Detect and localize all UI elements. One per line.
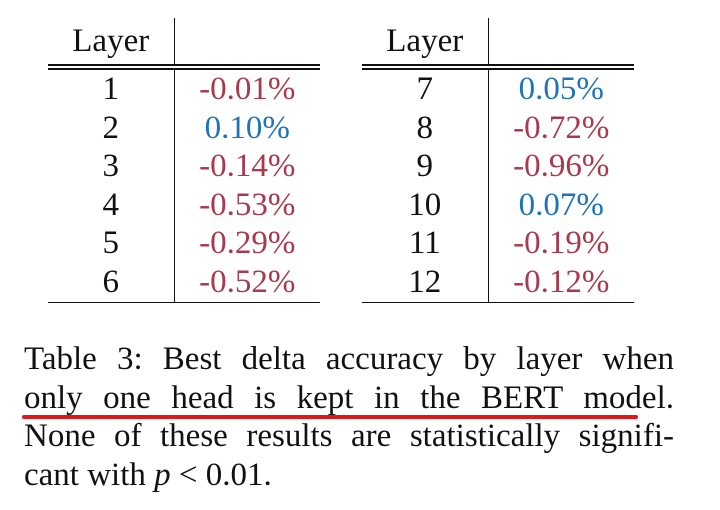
- table-row: 9 -0.96%: [362, 147, 634, 186]
- layer-number: 4: [48, 185, 175, 225]
- table-row: 3 -0.14%: [48, 147, 320, 186]
- layer-number: 2: [48, 108, 175, 148]
- layer-number: 9: [362, 147, 489, 186]
- table-row: 7 0.05%: [362, 64, 634, 109]
- caption-text: cant with: [24, 456, 155, 493]
- delta-accuracy: -0.53%: [199, 186, 296, 223]
- caption-line: cant with p < 0.01.: [24, 456, 674, 495]
- table-row: 6 -0.52%: [48, 262, 320, 303]
- red-underline-annotation: [22, 415, 638, 419]
- layer-number: 11: [362, 224, 489, 263]
- value-column-header: [488, 18, 634, 67]
- layer-column-header: Layer: [362, 18, 489, 67]
- delta-accuracy: -0.96%: [513, 148, 610, 185]
- table-row: 5 -0.29%: [48, 224, 320, 263]
- layer-number: 6: [48, 262, 175, 303]
- significance-threshold: 0.01.: [205, 456, 272, 493]
- table-row: 1 -0.01%: [48, 64, 320, 109]
- less-than-operator: <: [170, 456, 206, 493]
- delta-accuracy: 0.07%: [518, 186, 604, 223]
- layer-number: 7: [362, 64, 489, 109]
- delta-accuracy: -0.14%: [199, 148, 296, 185]
- caption-line: Table 3: Best delta accuracy by layer wh…: [24, 341, 674, 377]
- value-column-header: [174, 18, 320, 67]
- layer-number: 3: [48, 147, 175, 186]
- layer-table-right: Layer 7 0.05% 8 -0.72% 9 -0.96% 10 0.07%…: [362, 18, 634, 303]
- delta-accuracy: 0.10%: [204, 109, 290, 146]
- table-row: 10 0.07%: [362, 185, 634, 225]
- table-header-row: Layer: [362, 18, 634, 67]
- layer-column-header: Layer: [48, 18, 175, 67]
- layer-number: 5: [48, 224, 175, 263]
- layer-number: 12: [362, 262, 489, 303]
- caption-line: None of these results are statistically …: [24, 418, 674, 454]
- layer-table-left: Layer 1 -0.01% 2 0.10% 3 -0.14% 4 -0.53%…: [48, 18, 320, 303]
- layer-number: 8: [362, 108, 489, 148]
- table-row: 4 -0.53%: [48, 185, 320, 225]
- delta-accuracy: -0.52%: [174, 262, 320, 303]
- delta-accuracy: -0.29%: [199, 225, 296, 262]
- table-row: 12 -0.12%: [362, 262, 634, 303]
- delta-accuracy: 0.05%: [488, 64, 634, 109]
- table-caption: Table 3: Best delta accuracy by layer wh…: [24, 340, 674, 494]
- delta-accuracy: -0.19%: [513, 225, 610, 262]
- table-row: 2 0.10%: [48, 108, 320, 148]
- delta-accuracy: -0.12%: [488, 262, 634, 303]
- caption-line-highlighted: only one head is kept in the BERT model.: [24, 379, 674, 416]
- table-header-row: Layer: [48, 18, 320, 67]
- layer-number: 1: [48, 64, 175, 109]
- table-row: 8 -0.72%: [362, 108, 634, 148]
- table-row: 11 -0.19%: [362, 224, 634, 263]
- delta-accuracy: -0.01%: [174, 64, 320, 109]
- layer-number: 10: [362, 185, 489, 225]
- delta-accuracy: -0.72%: [513, 109, 610, 146]
- p-value-variable: p: [154, 456, 171, 493]
